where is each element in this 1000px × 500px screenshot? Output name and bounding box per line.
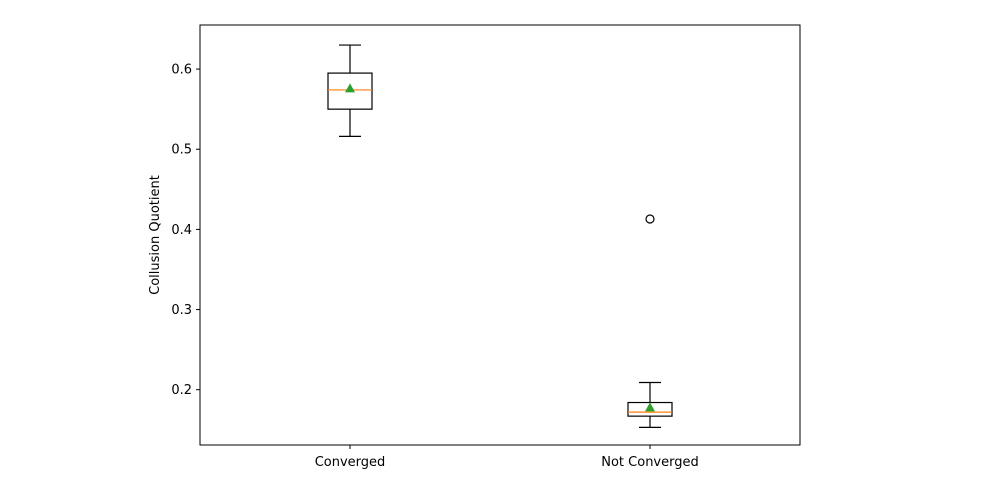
y-tick-label: 0.4	[171, 223, 192, 238]
mean-marker	[345, 83, 355, 93]
y-tick-label: 0.2	[171, 383, 192, 398]
outlier-point	[645, 214, 655, 224]
boxes-layer	[327, 44, 673, 428]
box-group	[627, 214, 673, 428]
y-axis: 0.2 0.3 0.4 0.5 0.6	[171, 63, 200, 398]
plot-frame	[199, 24, 801, 446]
x-tick-label: Converged	[315, 455, 386, 470]
y-axis-label: Collusion Quotient	[148, 175, 163, 295]
iqr-box	[327, 72, 373, 110]
y-tick-label: 0.6	[171, 63, 192, 78]
x-axis: Converged Not Converged	[315, 445, 699, 470]
x-tick-label: Not Converged	[601, 455, 699, 470]
y-tick-label: 0.5	[171, 143, 192, 158]
y-tick-label: 0.3	[171, 303, 192, 318]
box-group	[327, 44, 373, 138]
mean-marker	[645, 402, 655, 412]
